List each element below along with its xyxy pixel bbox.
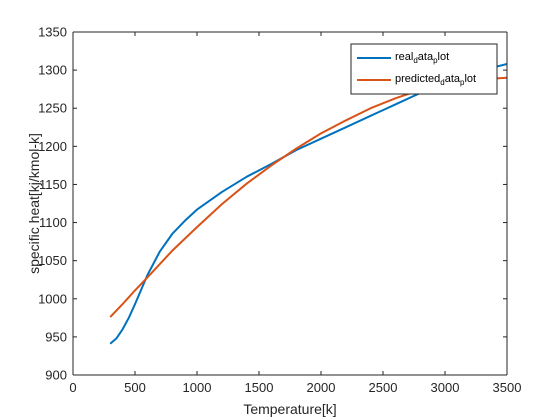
x-tick-label: 500 <box>124 380 146 395</box>
y-tick-label: 1300 <box>38 63 67 78</box>
y-tick-label: 1250 <box>38 101 67 116</box>
ticks-layer: 0 500 1000 1500 2000 2500 3000 3500 900 950 1000 10… <box>38 25 521 396</box>
y-tick-label: 1050 <box>38 253 67 268</box>
x-tick-label: 2000 <box>307 380 336 395</box>
legend-label-2: predicteddataplot <box>395 73 476 87</box>
x-tick-label: 0 <box>69 380 76 395</box>
legend-label-1: realdataplot <box>395 51 449 65</box>
x-tick-label: 1500 <box>245 380 274 395</box>
x-tick-label: 1000 <box>183 380 212 395</box>
y-tick-label: 950 <box>45 329 67 344</box>
legend: realdataplot predicteddataplot <box>350 43 498 95</box>
y-tick-label: 1150 <box>39 177 67 192</box>
y-tick-label: 1200 <box>38 139 67 154</box>
x-tick-label: 3500 <box>493 380 522 395</box>
y-axis-label: specific heat[kj/kmol-k] <box>26 133 42 274</box>
y-tick-label: 1350 <box>38 25 67 40</box>
y-tick-label: 1100 <box>39 215 67 230</box>
y-tick-label: 1000 <box>38 291 67 306</box>
legend-box <box>350 43 498 95</box>
x-tick-label: 2500 <box>369 380 398 395</box>
axes-layer <box>72 31 508 376</box>
x-axis-label: Temperature[k] <box>243 401 336 417</box>
x-tick-label: 3000 <box>431 380 460 395</box>
y-tick-label: 900 <box>45 368 67 383</box>
